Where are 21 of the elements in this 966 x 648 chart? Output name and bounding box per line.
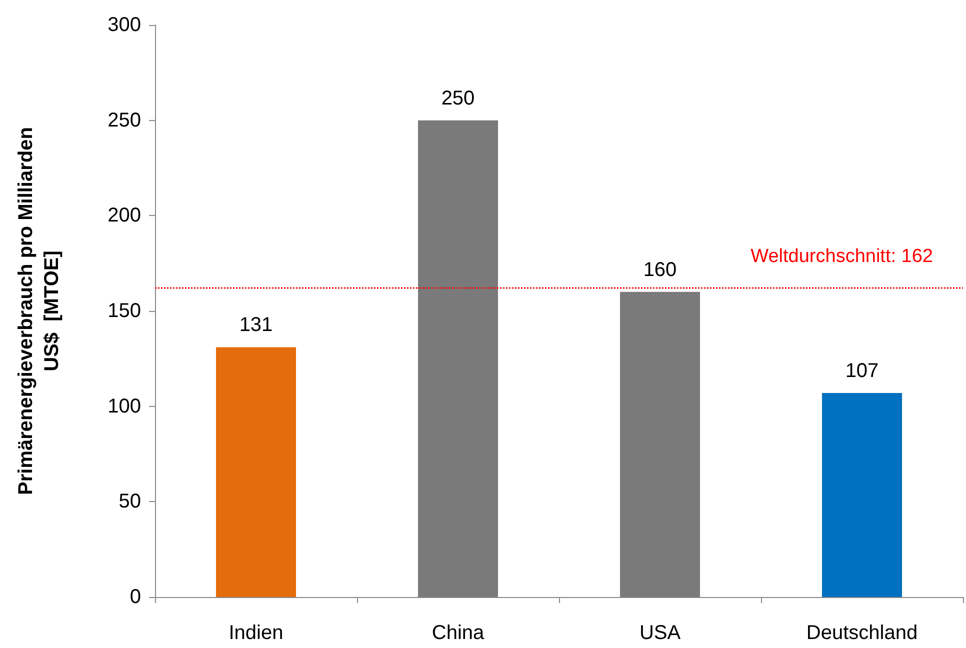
bar [418, 120, 498, 597]
y-tick-label: 150 [108, 300, 141, 322]
y-tick-label: 100 [108, 395, 141, 418]
x-tick-label: Deutschland [806, 622, 918, 644]
y-tick-label: 0 [130, 586, 141, 608]
data-label: 160 [643, 258, 677, 281]
x-tick-label: China [432, 622, 485, 644]
y-tick-label: 50 [118, 490, 141, 513]
bar [620, 292, 700, 597]
x-tick-label: Indien [228, 622, 284, 644]
y-tick-label: 250 [108, 109, 141, 132]
data-label: 107 [845, 360, 879, 382]
y-tick-label: 200 [108, 204, 141, 227]
data-label: 131 [239, 314, 273, 336]
bar [822, 392, 902, 597]
x-tick-label: USA [639, 622, 682, 644]
y-axis-title: Primärenergieverbrauch pro Milliarden US$ [MTOE] [15, 127, 63, 495]
bar [216, 347, 296, 597]
ref-line-label: Weltdurchschnitt: 162 [750, 246, 933, 268]
y-tick-label: 300 [108, 14, 141, 36]
data-label: 250 [441, 87, 475, 110]
